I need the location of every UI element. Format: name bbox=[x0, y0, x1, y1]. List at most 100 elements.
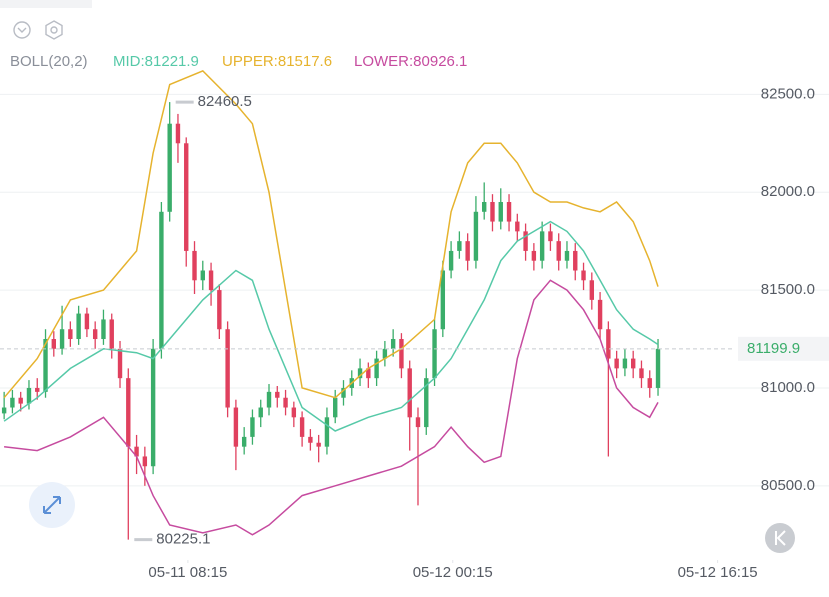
y-tick-label: 81500.0 bbox=[761, 281, 815, 298]
candle-body bbox=[465, 241, 470, 261]
scroll-latest-button[interactable] bbox=[765, 523, 795, 553]
candle-body bbox=[51, 339, 57, 349]
candle-body bbox=[432, 329, 437, 379]
candle-body bbox=[639, 368, 644, 379]
band-line bbox=[3, 220, 659, 432]
candle-body bbox=[366, 368, 371, 379]
candle-body bbox=[448, 250, 454, 271]
candle-body bbox=[374, 358, 379, 379]
indicator-lower: LOWER:80926.1 bbox=[354, 53, 467, 70]
candle-body bbox=[109, 319, 114, 349]
y-tick-label: 82500.0 bbox=[761, 85, 815, 102]
candle-body bbox=[341, 387, 346, 398]
last-price-label: 81199.9 bbox=[747, 340, 800, 357]
candle-body bbox=[581, 270, 586, 281]
x-tick-label: 05-11 08:15 bbox=[148, 564, 227, 581]
candle-body bbox=[316, 442, 321, 447]
candle-body bbox=[134, 446, 139, 457]
candle-body bbox=[175, 123, 181, 144]
candle-body bbox=[647, 378, 652, 388]
candle-body bbox=[622, 358, 628, 369]
candle-body bbox=[630, 358, 636, 369]
candle-body bbox=[84, 313, 90, 330]
candle-body bbox=[18, 397, 23, 404]
collapse-icon[interactable] bbox=[13, 21, 31, 39]
candle-body bbox=[523, 231, 528, 251]
band-line bbox=[4, 279, 659, 536]
candle-body bbox=[142, 456, 148, 467]
candle-body bbox=[515, 221, 520, 232]
settings-icon[interactable] bbox=[45, 20, 63, 40]
candle-body bbox=[59, 329, 65, 349]
candle-body bbox=[150, 348, 156, 467]
indicator-mid: MID:81221.9 bbox=[113, 53, 199, 70]
y-tick-label: 82000.0 bbox=[761, 183, 815, 200]
plot: 80500.0 81000.0 81500.0 82000.0 82500.0 05-11… bbox=[0, 70, 829, 581]
candle-body bbox=[68, 329, 73, 340]
candle-body bbox=[1, 407, 7, 414]
candle-body bbox=[258, 407, 263, 418]
expand-button[interactable] bbox=[29, 482, 75, 528]
candle-body bbox=[275, 391, 280, 398]
indicator-upper: UPPER:81517.6 bbox=[222, 53, 332, 70]
candle-body bbox=[490, 201, 495, 222]
candle-body bbox=[225, 329, 230, 408]
candle-body bbox=[308, 436, 313, 443]
last-price-badge bbox=[738, 336, 829, 361]
candle-body bbox=[291, 407, 297, 418]
candle-body bbox=[283, 397, 288, 408]
candle-body bbox=[324, 417, 330, 447]
candle-body bbox=[35, 387, 40, 392]
candle-body bbox=[415, 417, 421, 428]
candle-body bbox=[266, 391, 272, 408]
candle-body bbox=[606, 329, 611, 359]
candle-body bbox=[26, 387, 32, 404]
candle-body bbox=[655, 348, 661, 388]
extreme-label: 80225.1 bbox=[156, 531, 210, 548]
candle-body bbox=[506, 201, 512, 222]
candle-body bbox=[159, 211, 164, 349]
candle-body bbox=[614, 358, 619, 369]
candle-body bbox=[217, 290, 222, 330]
x-tick-label: 05-12 00:15 bbox=[413, 564, 493, 581]
candle-body bbox=[192, 250, 197, 281]
candle-body bbox=[556, 241, 561, 261]
candle-body bbox=[407, 368, 412, 418]
candle-body bbox=[117, 348, 123, 379]
candle-body bbox=[382, 348, 388, 359]
candle-body bbox=[43, 339, 48, 392]
candle-body bbox=[167, 123, 172, 212]
candle-body bbox=[548, 231, 553, 242]
candle-body bbox=[200, 270, 205, 281]
candle-body bbox=[241, 436, 247, 447]
candle-body bbox=[357, 368, 363, 379]
candle-body bbox=[424, 378, 429, 428]
candle-body bbox=[399, 339, 404, 369]
candle-body bbox=[564, 250, 570, 261]
candle-body bbox=[482, 201, 487, 212]
candle-body bbox=[299, 417, 305, 437]
band-line bbox=[3, 70, 659, 399]
candle-body bbox=[457, 241, 462, 251]
candle-body bbox=[589, 280, 595, 300]
candle-body bbox=[333, 397, 338, 418]
candle-body bbox=[440, 270, 446, 330]
candle-body bbox=[10, 397, 15, 408]
top-tab bbox=[0, 0, 92, 8]
indicator-name: BOLL(20,2) bbox=[10, 53, 88, 70]
candle-body bbox=[250, 417, 255, 437]
y-tick-label: 80500.0 bbox=[761, 477, 815, 494]
candle-body bbox=[573, 250, 578, 271]
candle-body bbox=[597, 299, 603, 330]
x-tick-label: 05-12 16:15 bbox=[678, 564, 758, 581]
candle-body bbox=[126, 378, 131, 447]
candle-body bbox=[76, 313, 81, 340]
candle-body bbox=[531, 250, 537, 261]
candle-body bbox=[208, 270, 214, 291]
candle-body bbox=[473, 211, 479, 261]
candle-body bbox=[539, 231, 545, 261]
candle-body bbox=[233, 407, 239, 447]
candle-body bbox=[184, 143, 189, 251]
extreme-label: 82460.5 bbox=[198, 93, 252, 110]
